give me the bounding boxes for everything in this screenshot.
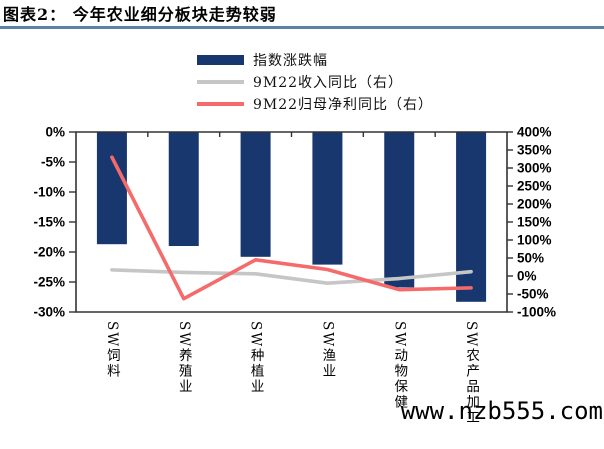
left-axis-tick-label: -25%	[33, 275, 65, 290]
right-axis-tick-label: 100%	[517, 233, 552, 248]
legend-bar-swatch	[197, 55, 244, 65]
legend-item-profit-yoy: 9M22归母净利同比（右）	[197, 93, 433, 115]
right-axis-tick-label: 250%	[517, 179, 552, 194]
title-rule	[0, 26, 604, 29]
left-axis-tick-label: 0%	[45, 125, 65, 140]
chart-title: 图表2： 今年农业细分板块走势较弱	[3, 5, 277, 24]
left-axis-tick-label: -30%	[33, 305, 65, 320]
left-axis-tick-label: -5%	[41, 155, 65, 170]
legend: 指数涨跌幅 9M22收入同比（右） 9M22归母净利同比（右）	[197, 49, 433, 115]
bar	[240, 132, 271, 257]
right-axis-tick-label: -50%	[517, 287, 549, 302]
left-axis-tick-label: -15%	[33, 215, 65, 230]
right-axis-tick-label: 400%	[517, 125, 552, 140]
right-axis-tick-label: 150%	[517, 215, 552, 230]
bar	[384, 132, 415, 288]
left-axis-tick-label: -10%	[33, 185, 65, 200]
plot-border	[75, 131, 508, 313]
legend-gray-line-swatch	[197, 80, 244, 84]
legend-red-line-swatch	[197, 102, 244, 106]
legend-item-revenue-yoy: 9M22收入同比（右）	[197, 71, 433, 93]
line-series	[110, 268, 473, 286]
bar	[456, 132, 487, 302]
right-axis-tick-label: -100%	[517, 305, 556, 320]
right-axis-tick-label: 0%	[517, 269, 537, 284]
watermark: www.nzb555.com	[400, 397, 603, 425]
left-axis-tick-label: -20%	[33, 245, 65, 260]
line-series	[110, 155, 473, 301]
bar	[96, 132, 127, 245]
legend-label: 9M22收入同比（右）	[253, 75, 404, 91]
bar	[168, 132, 199, 246]
right-axis-tick-label: 300%	[517, 161, 552, 176]
right-axis-tick-label: 350%	[517, 143, 552, 158]
legend-item-index-change: 指数涨跌幅	[197, 49, 433, 71]
right-axis-tick-label: 50%	[517, 251, 544, 266]
legend-label: 9M22归母净利同比（右）	[253, 97, 434, 113]
bar	[312, 132, 343, 265]
right-axis-tick-label: 200%	[517, 197, 552, 212]
legend-label: 指数涨跌幅	[253, 53, 328, 69]
